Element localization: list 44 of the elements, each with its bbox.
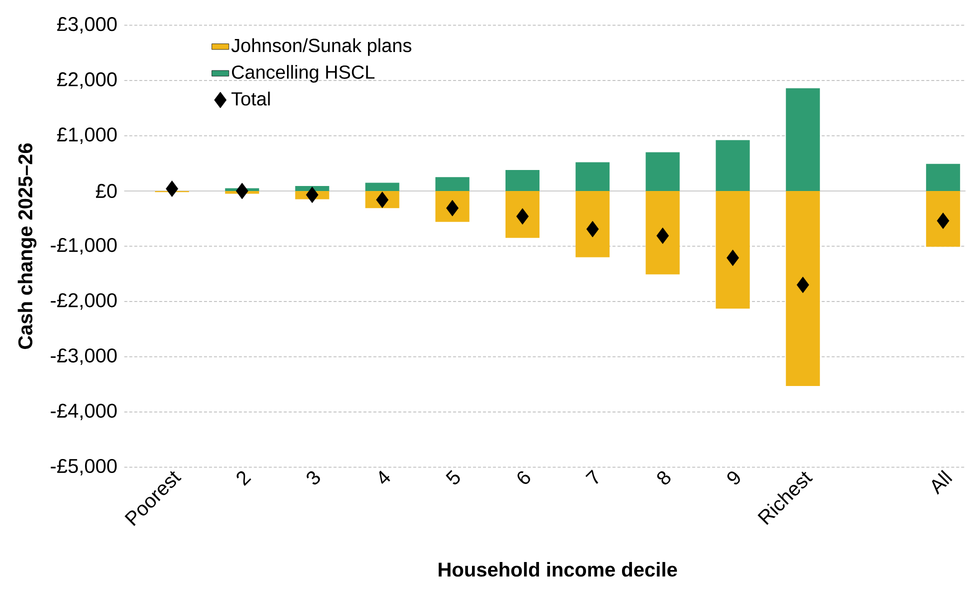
- x-tick-label: 4: [379, 470, 390, 484]
- x-tick-label: 2: [236, 471, 252, 486]
- point: [726, 250, 739, 266]
- y-tick-label: -£2,000: [50, 293, 117, 310]
- bar: [295, 186, 330, 191]
- x-tick-label: 5: [446, 470, 460, 484]
- legend-label: Total: [231, 92, 270, 106]
- y-tick-label: £0: [96, 184, 117, 198]
- y-tick-label: -£4,000: [50, 404, 117, 420]
- bar: [646, 190, 680, 274]
- bar: [576, 162, 610, 191]
- bar: [786, 190, 820, 386]
- y-tick-label: £2,000: [57, 72, 117, 89]
- x-tick-label: 7: [585, 470, 598, 484]
- bar: [716, 140, 750, 191]
- bar: [646, 152, 680, 191]
- bar: [435, 177, 470, 191]
- x-tick-label: 9: [727, 472, 740, 484]
- point: [306, 186, 318, 204]
- bar: [365, 182, 400, 191]
- y-tick-label: £1,000: [57, 128, 117, 144]
- point: [656, 228, 669, 244]
- y-tick-label: -£5,000: [50, 458, 117, 476]
- y-tick-label: -£1,000: [50, 238, 117, 254]
- legend-label: Cancelling HSCL: [232, 64, 374, 83]
- bar: [576, 190, 610, 258]
- y-axis-title: Cash change 2025–26: [18, 143, 36, 349]
- bar: [505, 190, 540, 238]
- point: [236, 182, 248, 200]
- x-axis-title: Household income decile: [438, 562, 677, 577]
- bar: [926, 190, 960, 247]
- x-tick-label: 6: [518, 471, 530, 484]
- y-tick-label: -£3,000: [50, 348, 117, 365]
- x-tick-label: All: [932, 470, 952, 495]
- bar: [505, 170, 540, 191]
- bar: [926, 164, 960, 191]
- x-tick-label: 3: [306, 471, 320, 484]
- legend-label: Johnson/Sunak plans: [231, 38, 412, 56]
- bar: [716, 190, 750, 309]
- x-tick-label: 8: [657, 471, 670, 484]
- point: [796, 276, 810, 294]
- point: [166, 180, 178, 197]
- bar: [786, 88, 820, 191]
- y-tick-label: £3,000: [57, 17, 117, 34]
